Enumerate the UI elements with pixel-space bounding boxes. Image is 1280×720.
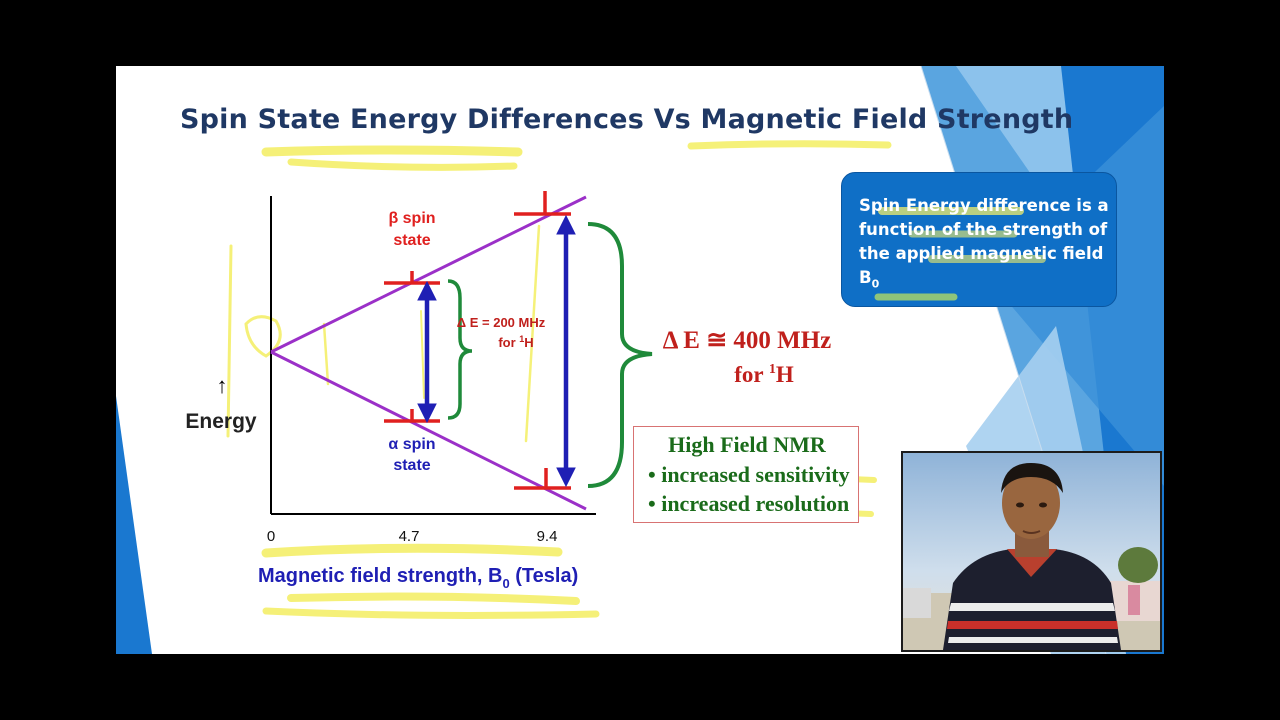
delta-small-label-2: for 1H [498, 334, 533, 350]
x-axis-label: Magnetic field strength, B0 (Tesla) [258, 565, 578, 591]
high-field-nmr-box: High Field NMR • increased sensitivity •… [633, 426, 859, 523]
alpha-state-line [270, 350, 587, 511]
nmr-box-item-sensitivity: • increased sensitivity [648, 462, 850, 487]
nmr-box-title: High Field NMR [668, 432, 826, 457]
x-tick-2: 9.4 [537, 528, 558, 545]
nmr-box-item-resolution: • increased resolution [648, 491, 850, 516]
alpha-label-2: state [393, 457, 430, 474]
callout-box: Spin Energy difference is a function of … [841, 172, 1117, 307]
y-axis-label: Energy [185, 410, 257, 433]
alpha-label-1: α spin [388, 436, 435, 453]
energy-gap-arrows [417, 214, 576, 488]
callout-text: Spin Energy difference is a function of … [859, 196, 1109, 291]
x-tick-1: 4.7 [399, 528, 420, 545]
y-axis-arrow-icon: ↑ [217, 373, 228, 398]
slide-title: Spin State Energy Differences Vs Magneti… [180, 104, 1074, 135]
x-tick-0: 0 [267, 528, 275, 545]
delta-large-label-1: Δ E ≅ 400 MHz [663, 327, 832, 354]
delta-large-label-2: for 1H [734, 362, 794, 387]
beta-state-line [270, 195, 587, 354]
small-brace [447, 279, 473, 420]
beta-label-2: state [393, 232, 430, 249]
red-level-marks [384, 191, 571, 490]
webcam-video [901, 451, 1162, 652]
person-icon [903, 453, 1160, 650]
delta-small-label-1: Δ E = 200 MHz [457, 315, 546, 330]
callout-highlights [874, 207, 1046, 301]
slide: Spin State Energy Differences Vs Magneti… [116, 66, 1164, 654]
beta-label-1: β spin [388, 210, 435, 227]
large-brace [587, 222, 653, 488]
